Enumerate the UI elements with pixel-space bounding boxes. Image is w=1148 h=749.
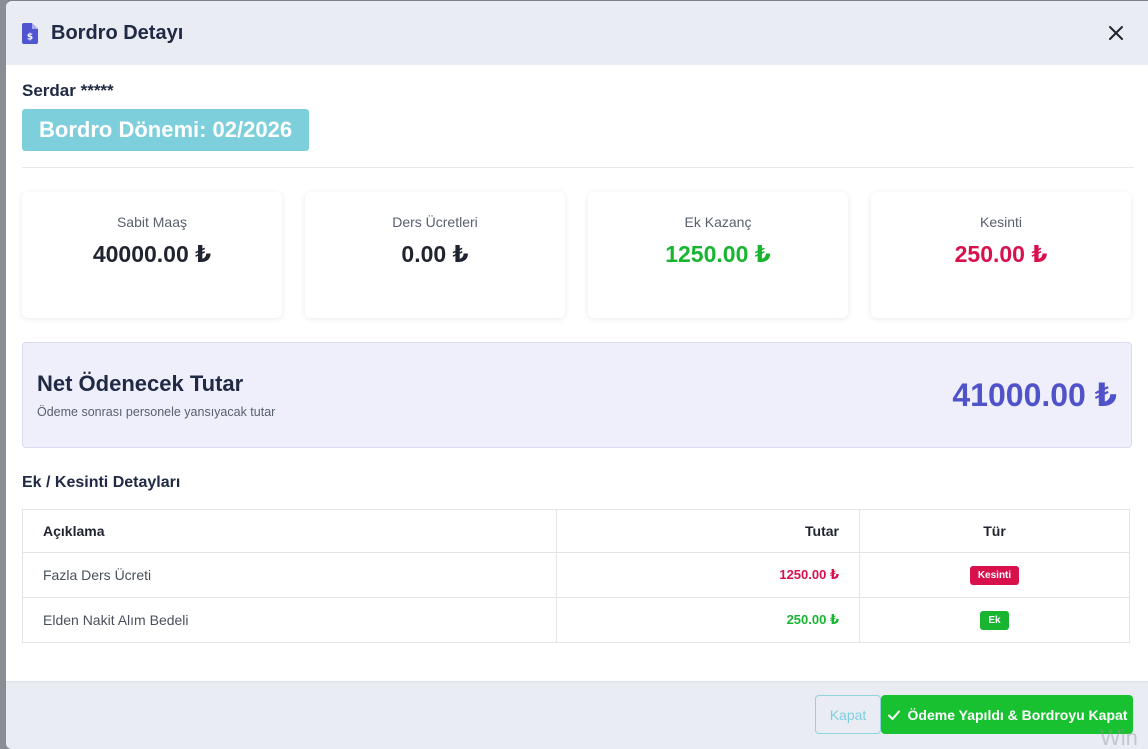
type-badge: Kesinti	[969, 566, 1020, 585]
table-row: Fazla Ders Ücreti 1250.00 ₺ Kesinti	[22, 552, 1130, 598]
payroll-detail-modal: $ Bordro Detayı Serdar ***** Bordro Döne…	[6, 1, 1148, 749]
row-amount: 250.00 ₺	[556, 597, 860, 643]
close-button[interactable]: Kapat	[815, 695, 881, 734]
net-title: Net Ödenecek Tutar	[37, 371, 244, 396]
card-label: Ders Ücretleri	[392, 214, 478, 230]
modal-footer: Kapat Ödeme Yapıldı & Bordroyu Kapat	[6, 681, 1148, 749]
employee-name: Serdar *****	[22, 81, 114, 100]
row-description: Fazla Ders Ücreti	[22, 552, 557, 598]
check-icon	[887, 710, 900, 720]
windows-watermark: Win	[1100, 725, 1138, 749]
details-title: Ek / Kesinti Detayları	[22, 474, 181, 491]
table-row: Elden Nakit Alım Bedeli 250.00 ₺ Ek	[22, 597, 1130, 643]
card-label: Ek Kazanç	[684, 214, 752, 230]
svg-text:$: $	[27, 32, 33, 42]
card-fixed-salary: Sabit Maaş 40000.00 ₺	[22, 192, 282, 318]
row-amount: 1250.00 ₺	[556, 552, 860, 598]
net-amount: 41000.00 ₺	[952, 377, 1117, 413]
period-badge: Bordro Dönemi: 02/2026	[22, 109, 310, 151]
header-type: Tür	[859, 509, 1130, 553]
row-type-cell: Kesinti	[859, 552, 1130, 598]
modal-header: $ Bordro Detayı	[6, 1, 1148, 65]
card-label: Sabit Maaş	[116, 214, 188, 230]
close-icon[interactable]	[1106, 23, 1126, 43]
card-label: Kesinti	[979, 214, 1023, 230]
modal-body: Serdar ***** Bordro Dönemi: 02/2026 Sabi…	[6, 65, 1148, 681]
file-invoice-dollar-icon: $	[22, 22, 38, 44]
details-table: Açıklama Tutar Tür Fazla Ders Ücreti 125…	[22, 509, 1130, 643]
type-badge: Ek	[980, 611, 1009, 630]
net-payable-box: Net Ödenecek Tutar Ödeme sonrası persone…	[22, 342, 1132, 448]
header-amount: Tutar	[556, 509, 860, 553]
card-value: 0.00 ₺	[401, 241, 469, 267]
modal-title: Bordro Detayı	[51, 21, 184, 44]
divider	[22, 167, 1134, 168]
payment-done-label: Ödeme Yapıldı & Bordroyu Kapat	[907, 706, 1128, 723]
background-page	[0, 0, 8, 749]
summary-cards: Sabit Maaş 40000.00 ₺ Ders Ücretleri 0.0…	[22, 192, 1132, 318]
card-value: 250.00 ₺	[954, 241, 1048, 267]
header-description: Açıklama	[22, 509, 557, 553]
row-description: Elden Nakit Alım Bedeli	[22, 597, 557, 643]
card-lesson-fees: Ders Ücretleri 0.00 ₺	[305, 192, 565, 318]
card-extra-earnings: Ek Kazanç 1250.00 ₺	[588, 192, 848, 318]
net-subtitle: Ödeme sonrası personele yansıyacak tutar	[37, 405, 276, 419]
row-type-cell: Ek	[859, 597, 1130, 643]
card-deduction: Kesinti 250.00 ₺	[871, 192, 1131, 318]
card-value: 1250.00 ₺	[665, 241, 771, 267]
table-header-row: Açıklama Tutar Tür	[22, 509, 1130, 553]
card-value: 40000.00 ₺	[92, 241, 212, 267]
payment-done-button[interactable]: Ödeme Yapıldı & Bordroyu Kapat	[881, 695, 1133, 734]
